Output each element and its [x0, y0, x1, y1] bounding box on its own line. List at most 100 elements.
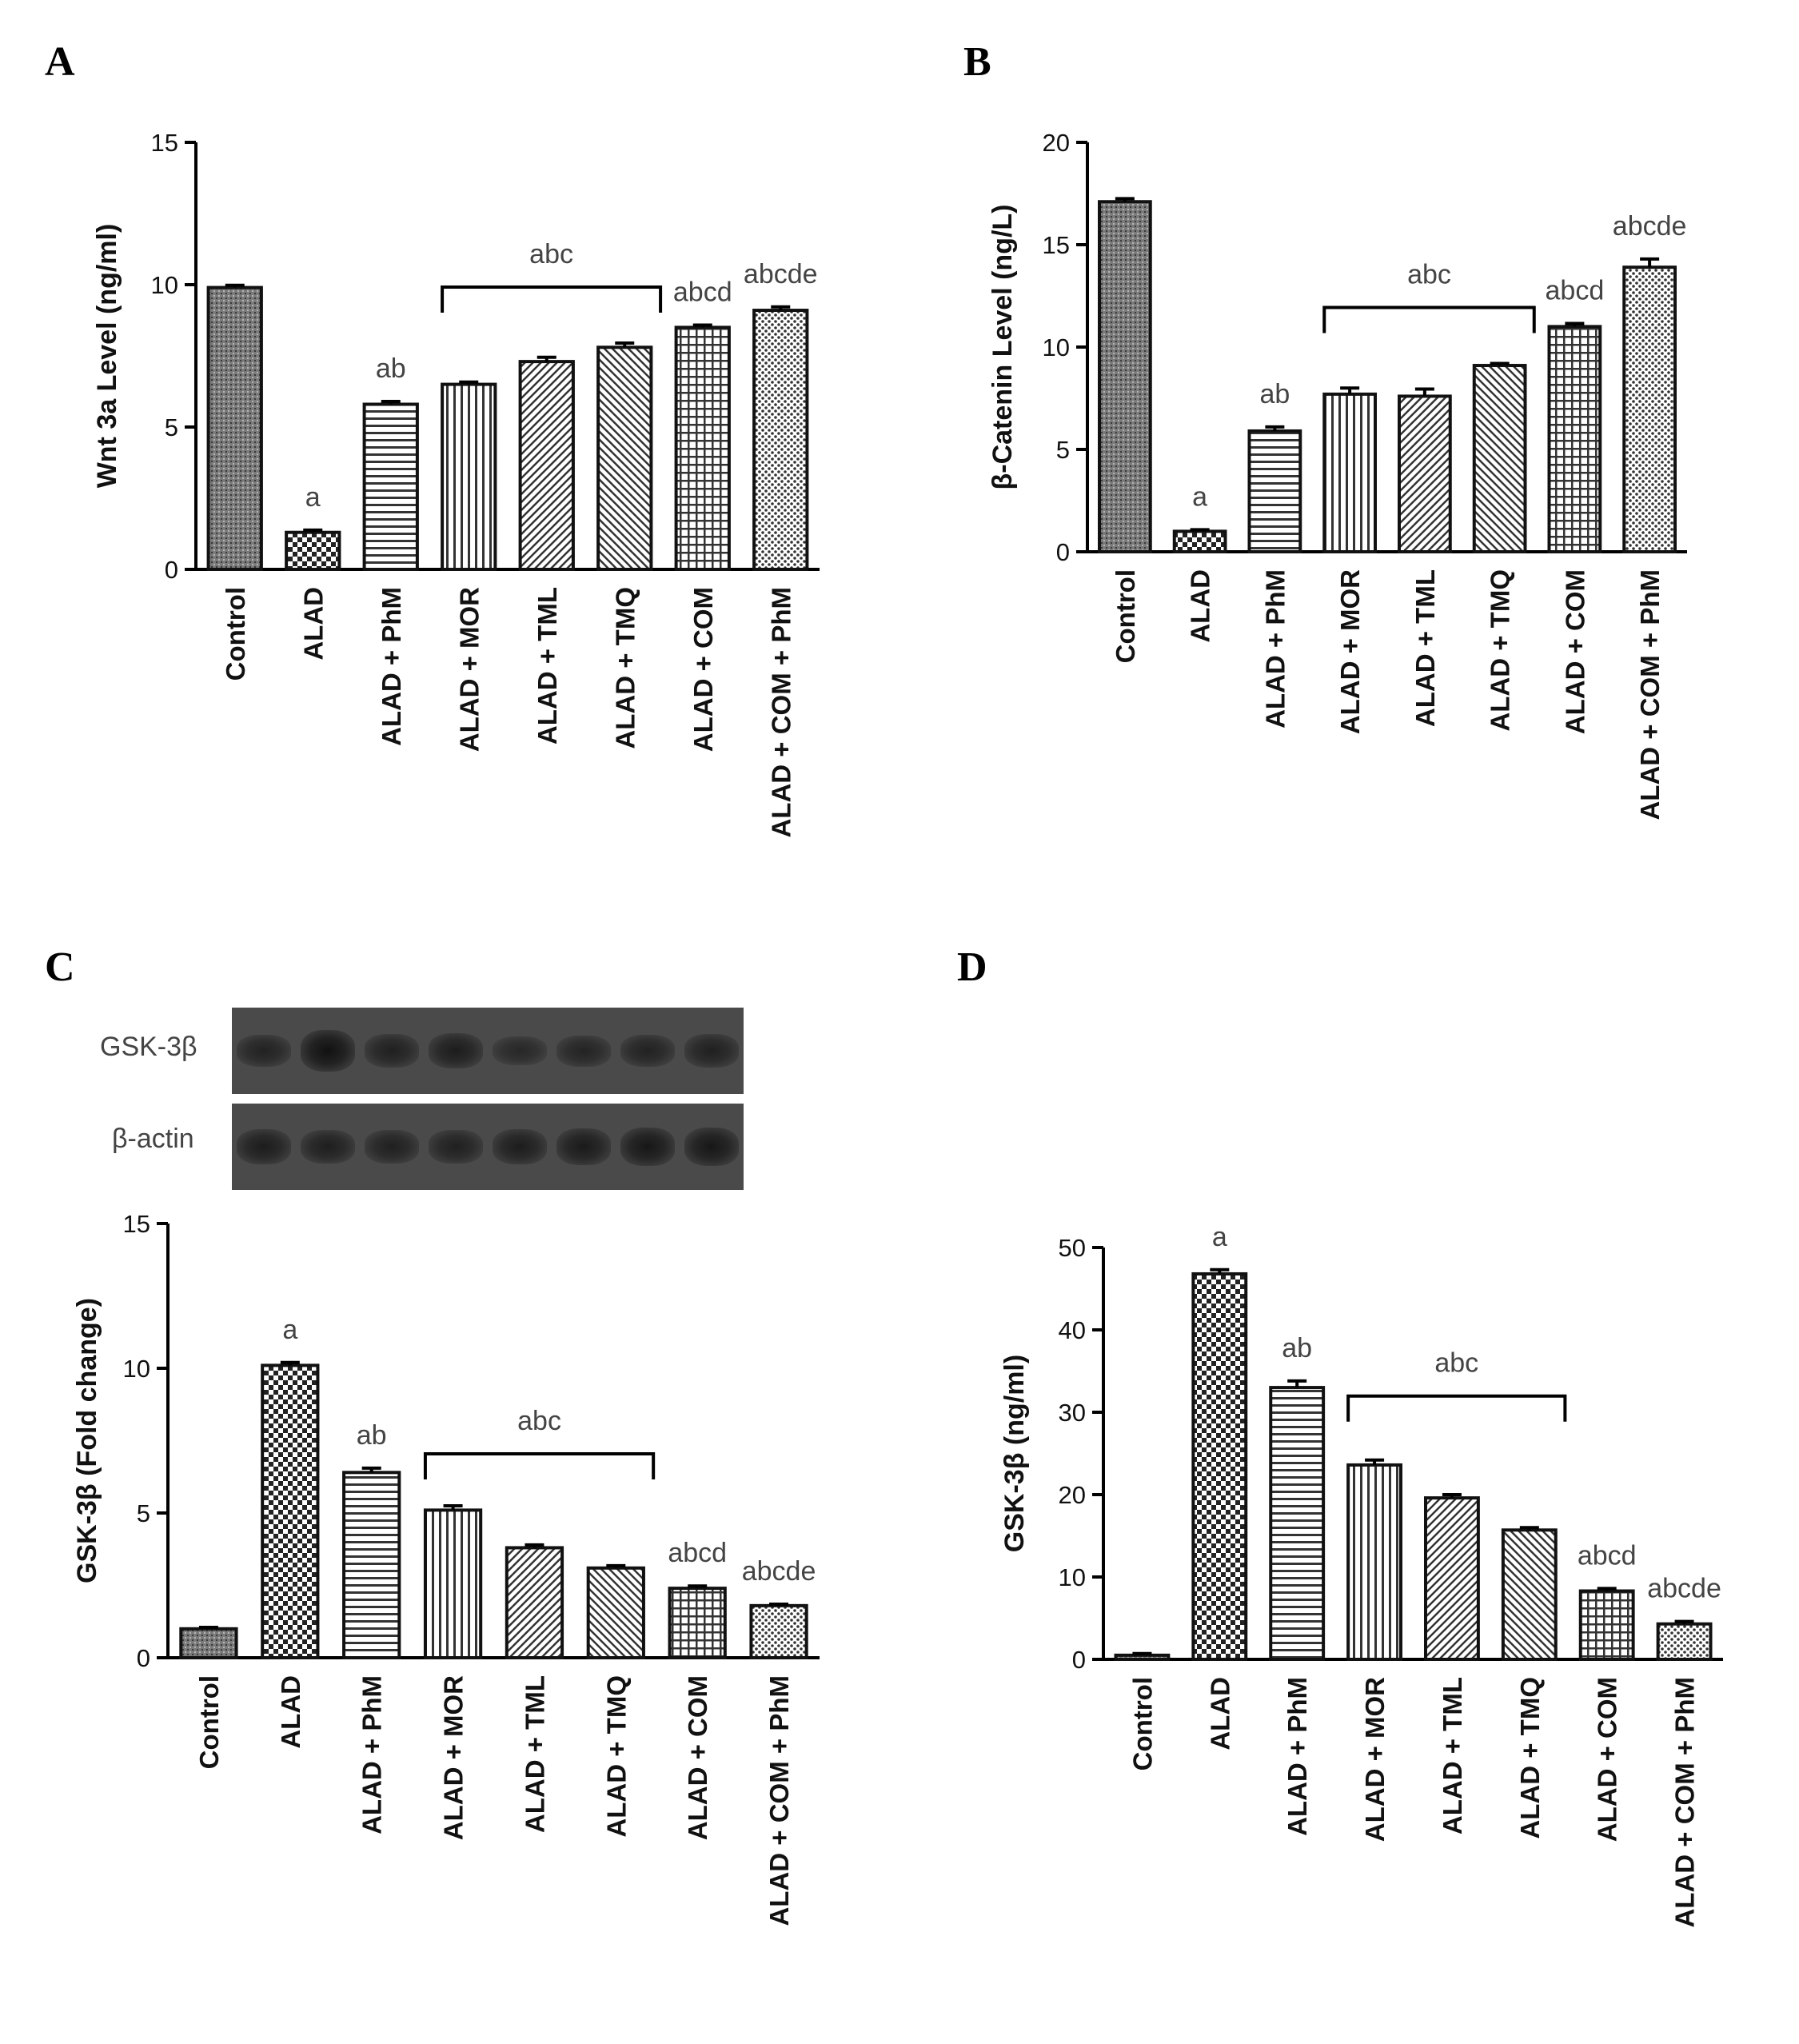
y-tick-label: 0: [137, 1644, 150, 1672]
bar-4: [1322, 392, 1377, 553]
bar-4: [423, 1508, 483, 1659]
panel-d-chart: 0 10 20 30 40 50 GSK-3β (ng/ml) Control a ALAD ab A…: [999, 1222, 1723, 1928]
x-tick-label: ALAD: [298, 587, 328, 661]
bar-8: [752, 309, 809, 571]
significance-label: abcde: [1613, 211, 1687, 242]
significance-label: ab: [1259, 379, 1290, 409]
x-tick-label: ALAD + PhM: [377, 587, 406, 746]
bar-2: [1172, 529, 1227, 554]
x-tick-label: ALAD + TML: [533, 587, 562, 745]
panel-d: D 0 10 20 30 40 50 GSK-3β (ng/ml) Control a ALAD a…: [900, 944, 1799, 2044]
panel-c-chart: 0 5 10 15 GSK-3β (Fold change) Control a ALAD ab…: [72, 1210, 820, 1926]
y-tick-label: 10: [123, 1355, 150, 1383]
significance-label: a: [1192, 481, 1207, 512]
y-tick-label: 20: [1059, 1481, 1086, 1509]
blot-label-gsk3b: GSK-3β: [100, 1032, 197, 1062]
bracket-label: abc: [1434, 1348, 1478, 1379]
y-axis-label: β-Catenin Level (ng/L): [987, 205, 1018, 490]
blot-band: [493, 1036, 547, 1066]
x-tick-label: Control: [1127, 1677, 1157, 1771]
y-tick-label: 0: [1072, 1646, 1086, 1674]
significance-label: abcd: [668, 1538, 727, 1568]
x-tick-label: ALAD + COM + PhM: [1670, 1677, 1700, 1928]
x-tick-label: ALAD + MOR: [454, 587, 484, 752]
bracket-label: abc: [1407, 259, 1451, 289]
x-tick-label: ALAD + TMQ: [1486, 569, 1515, 732]
panel-a-letter: A: [45, 39, 75, 85]
bar-3: [1247, 429, 1302, 554]
x-tick-label: ALAD + COM: [1593, 1677, 1622, 1842]
bar-1: [1114, 1653, 1171, 1661]
x-tick-label: ALAD + COM + PhM: [766, 587, 796, 838]
y-axis-label: GSK-3β (Fold change): [72, 1298, 102, 1583]
y-tick-label: 50: [1059, 1234, 1086, 1262]
bar-6: [1501, 1528, 1558, 1661]
blot-band: [237, 1128, 291, 1165]
bar-1: [179, 1627, 238, 1659]
bar-7: [668, 1587, 727, 1659]
x-tick-label: ALAD + TML: [1438, 1677, 1467, 1834]
bar-3: [1269, 1386, 1326, 1661]
x-tick-label: ALAD + MOR: [1360, 1677, 1390, 1842]
bar-8: [1622, 265, 1677, 553]
y-tick-label: 5: [165, 413, 178, 441]
bar-6: [596, 345, 653, 571]
y-tick-label: 5: [1056, 436, 1070, 464]
y-tick-label: 5: [137, 1499, 150, 1527]
bar-7: [674, 325, 731, 571]
blot-strip-beta-actin: [232, 1104, 744, 1190]
panel-b-chart: 0 5 10 15 20 β-Catenin Level (ng/L) Control a AL…: [987, 129, 1687, 820]
x-tick-label: ALAD + TMQ: [601, 1675, 631, 1838]
significance-label: abcde: [1647, 1574, 1721, 1604]
bar-8: [1656, 1622, 1713, 1662]
bar-5: [505, 1546, 564, 1659]
blot-strip-gsk3b: [232, 1008, 744, 1094]
significance-bracket: [441, 285, 663, 313]
bar-3: [342, 1471, 401, 1659]
western-blot: GSK-3β β-actin: [88, 1008, 776, 1208]
bar-5: [1398, 394, 1452, 553]
blot-label-beta-actin: β-actin: [112, 1124, 194, 1154]
bar-6: [586, 1566, 645, 1660]
blot-band: [237, 1034, 291, 1068]
y-tick-label: 15: [1043, 231, 1070, 259]
bar-1: [206, 285, 263, 571]
x-tick-label: ALAD + TML: [1410, 569, 1440, 727]
bracket-label: abc: [517, 1406, 561, 1436]
significance-bracket: [1322, 305, 1536, 333]
bar-4: [441, 382, 497, 571]
x-tick-label: ALAD + MOR: [1335, 569, 1365, 734]
significance-label: abcde: [742, 1556, 816, 1587]
y-tick-label: 10: [1059, 1563, 1086, 1591]
panel-d-letter: D: [957, 944, 987, 990]
blot-band: [556, 1128, 611, 1165]
significance-label: a: [282, 1315, 297, 1345]
panel-c-letter: C: [45, 944, 75, 990]
x-tick-label: ALAD + TML: [520, 1675, 549, 1833]
blot-band: [620, 1034, 675, 1068]
y-tick-label: 15: [151, 129, 178, 157]
panel-c: C GSK-3β β-actin 0 5 10 15 GSK-3β (Fold chan…: [0, 944, 900, 2044]
x-tick-label: ALAD: [276, 1675, 305, 1749]
significance-label: abcd: [1578, 1540, 1637, 1571]
y-tick-label: 40: [1059, 1316, 1086, 1344]
y-tick-label: 15: [123, 1210, 150, 1238]
y-tick-label: 10: [151, 271, 178, 299]
significance-label: abcde: [744, 259, 818, 289]
y-axis-label: Wnt 3a Level (ng/ml): [92, 224, 122, 489]
bar-1: [1098, 200, 1152, 554]
x-tick-label: ALAD + TMQ: [610, 587, 640, 749]
x-tick-label: Control: [194, 1675, 224, 1769]
y-tick-label: 10: [1043, 333, 1070, 361]
panel-b: B 0 5 10 15 20 β-Catenin Level (ng/L) Control a…: [900, 0, 1799, 944]
significance-label: a: [1212, 1222, 1227, 1252]
bar-2: [1191, 1272, 1248, 1661]
y-tick-label: 30: [1059, 1399, 1086, 1427]
blot-band: [301, 1030, 355, 1072]
bar-2: [285, 530, 341, 571]
significance-label: ab: [376, 353, 406, 384]
bar-7: [1578, 1589, 1635, 1662]
bar-5: [518, 360, 575, 571]
x-tick-label: ALAD + PhM: [1260, 569, 1290, 729]
significance-label: abcd: [673, 277, 732, 308]
